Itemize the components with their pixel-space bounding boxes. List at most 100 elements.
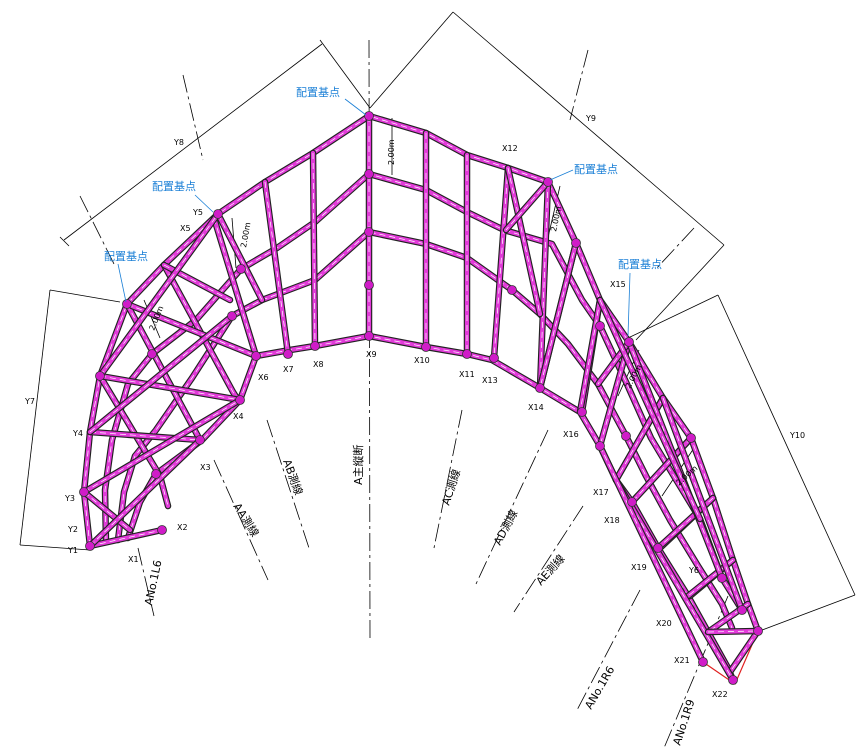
reference-point-callout: 配置基点 [152,180,196,193]
frame-node [489,353,499,363]
beam-centerline [89,315,233,433]
frame-node [686,433,696,443]
leader-line [194,194,214,213]
y-label: Y6 [688,566,699,575]
y-label: Y2 [67,525,78,534]
survey-line [575,589,641,713]
frame-node [698,657,708,667]
survey-line [569,49,589,121]
x-label: X7 [283,365,294,374]
dimension-line [319,39,371,109]
x-label: X13 [482,376,498,385]
frame-node [79,487,89,497]
frame-node [737,605,747,615]
dimension-line [756,594,856,633]
x-label: X22 [712,690,728,699]
survey-line [213,459,269,581]
reference-point-callout: 配置基点 [618,258,662,271]
beam-centerline [99,375,241,401]
beam-centerline [539,181,549,389]
frame-node [235,395,245,405]
survey-line [475,429,549,585]
dimension-line [59,236,70,247]
frame-node [283,349,293,359]
frame-node [571,238,581,248]
beam-centerline [707,630,759,633]
leader-line [344,98,367,116]
survey-line [79,195,116,267]
frame-node [364,227,374,237]
x-label: X17 [593,488,609,497]
survey-line [654,227,695,271]
beam-centerline [599,341,630,447]
dimension-line [49,289,121,303]
beam-centerline [89,529,163,547]
x-label: X4 [233,412,244,421]
x-label: X9 [366,350,377,359]
dimension-line [143,299,161,339]
beam [597,443,706,665]
beam-centerline [662,397,743,611]
frame-node [595,441,605,451]
y-label: Y1 [67,546,78,555]
frame-node [543,177,553,187]
station-label: ANo.1R6 [582,664,617,712]
x-label: X19 [631,563,647,572]
x-label: X2 [177,523,188,532]
survey-line-label: AB測線 [280,457,306,497]
beam-centerline [104,173,743,611]
survey-line [137,547,155,617]
leader-line [627,272,631,337]
frame-node [236,264,246,274]
x-label: X15 [610,280,626,289]
survey-line [433,409,463,549]
frame-node [624,337,634,347]
beam-centerline [89,431,201,441]
survey-line-label: A主縦断 [351,444,365,485]
survey-line [663,595,729,749]
beam-centerline [507,167,541,315]
survey-line-label: AC測線 [439,467,464,507]
beam-centerline [99,213,219,377]
leader-line [549,169,574,181]
x-label: X16 [563,430,579,439]
beam-centerline [707,603,749,633]
beam-centerline [312,152,316,347]
leader-line [117,263,127,303]
x-label: X3 [200,463,211,472]
x-label: X8 [313,360,324,369]
y-label: Y7 [24,397,35,406]
station-label: ANo.1R9 [670,698,697,747]
dimension-line [19,289,51,546]
frame-node [462,349,472,359]
y-label: Y3 [64,494,75,503]
reference-point-callout: 配置基点 [296,86,340,99]
spacing-label: 2.00m [239,221,252,248]
dimension-line [717,294,856,596]
beam-centerline [615,479,734,681]
y-label: Y8 [173,138,184,147]
x-label: X14 [528,403,544,412]
x-label: X5 [180,224,191,233]
frame-node [251,351,261,361]
spacing-label: 2.00m [387,139,396,165]
beam-centerline [628,341,723,579]
beam [81,489,133,533]
dimension-line [63,43,323,241]
beam-centerline [213,217,257,357]
frame-node [653,543,663,553]
frame-node [728,675,738,685]
beam-centerline [729,630,759,673]
beam-centerline [597,341,630,385]
frame-node [421,342,431,352]
dimension-line [452,11,725,246]
x-label: X21 [674,656,690,665]
survey-line [182,74,204,161]
frame-node [717,573,727,583]
dimension-line [635,244,725,341]
reference-point-callout: 配置基点 [104,250,148,263]
frame-node [627,497,637,507]
y-label: Y5 [192,208,203,217]
callout-leaders [117,98,631,337]
